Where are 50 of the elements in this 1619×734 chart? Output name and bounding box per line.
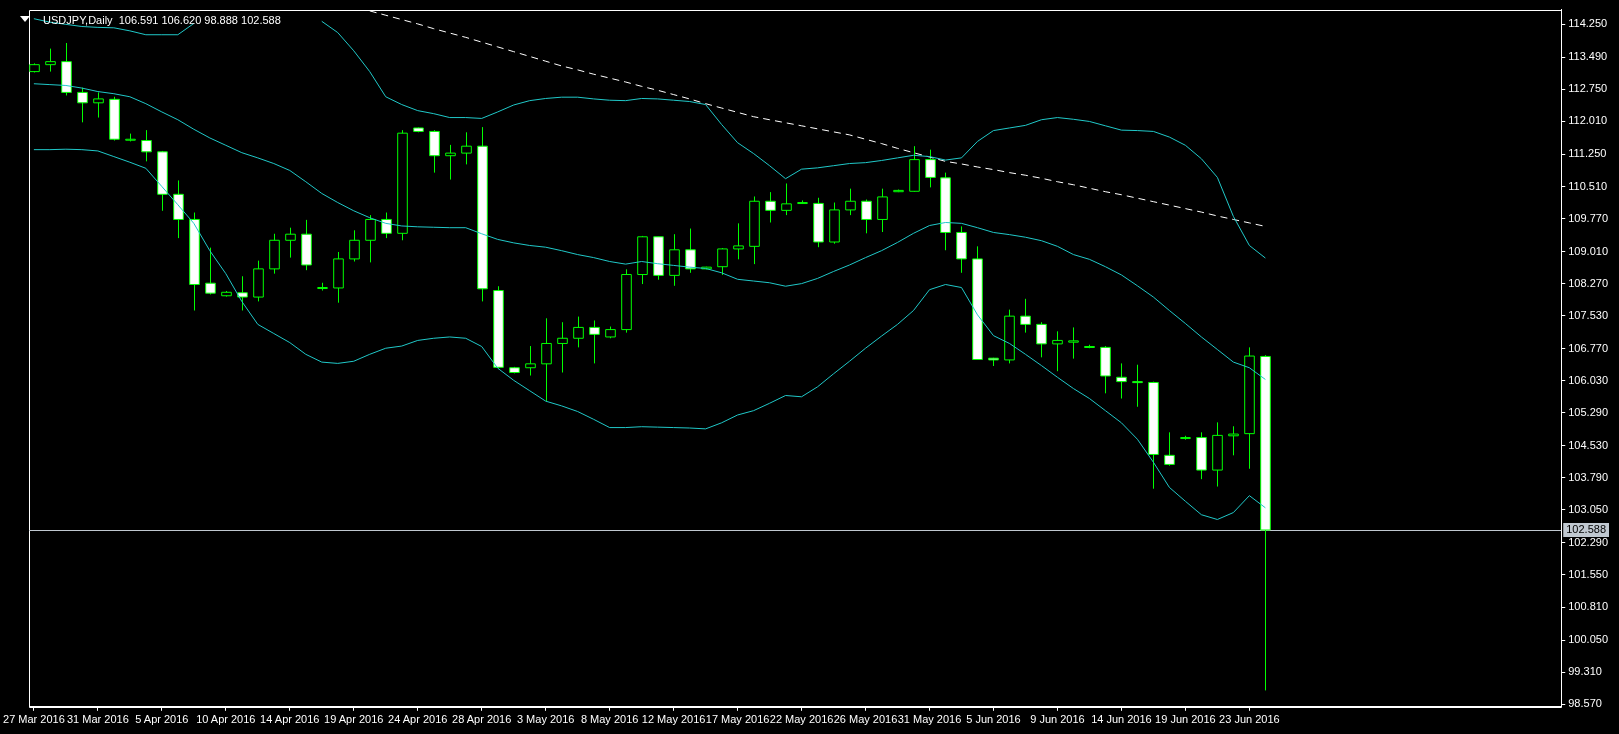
- x-tick-label: 26 May 2016: [833, 713, 898, 726]
- x-tick-label: 17 May 2016: [705, 713, 770, 726]
- x-tick-label: 19 Apr 2016: [324, 713, 384, 726]
- x-tick-label: 28 Apr 2016: [452, 713, 512, 726]
- y-tick-label: 106.030: [1568, 373, 1608, 386]
- x-tick-label: 23 Jun 2016: [1219, 713, 1280, 726]
- candlestick: [365, 214, 376, 263]
- x-tick-label: 8 May 2016: [580, 713, 639, 726]
- y-tick-label: 106.770: [1568, 341, 1608, 354]
- x-tick-label: 14 Apr 2016: [260, 713, 320, 726]
- y-tick-label: 99.310: [1568, 665, 1602, 678]
- y-tick-label: 109.010: [1568, 244, 1608, 257]
- y-tick-label: 107.530: [1568, 308, 1608, 321]
- y-tick-label: 103.790: [1568, 470, 1608, 483]
- x-tick-label: 10 Apr 2016: [196, 713, 256, 726]
- y-tick-label: 105.290: [1568, 405, 1608, 418]
- x-tick-label: 5 Apr 2016: [135, 713, 189, 726]
- y-tick-label: 113.490: [1568, 50, 1608, 63]
- y-tick-label: 111.250: [1568, 147, 1607, 160]
- y-tick-label: 114.250: [1568, 17, 1608, 30]
- candlestick: [925, 149, 936, 188]
- x-tick-label: 31 May 2016: [897, 713, 962, 726]
- x-tick-label: 12 May 2016: [641, 713, 706, 726]
- x-tick-label: 31 Mar 2016: [66, 713, 129, 726]
- y-tick-label: 108.270: [1568, 276, 1608, 289]
- candlestick: [1068, 326, 1079, 360]
- x-tick-label: 24 Apr 2016: [388, 713, 448, 726]
- x-tick-label: 22 May 2016: [769, 713, 834, 726]
- y-tick-label: 101.550: [1568, 568, 1608, 581]
- y-tick-label: 103.050: [1568, 502, 1608, 515]
- x-tick-label: 19 Jun 2016: [1155, 713, 1216, 726]
- chart-title: USDJPY,Daily 106.591 106.620 98.888 102.588: [43, 13, 281, 26]
- x-tick-label: 3 May 2016: [516, 713, 575, 726]
- y-tick-label: 110.510: [1568, 179, 1608, 192]
- y-tick-label: 100.050: [1568, 633, 1608, 646]
- y-tick-label: 109.770: [1568, 211, 1608, 224]
- candlestick: [237, 275, 248, 312]
- y-tick-label: 98.570: [1568, 697, 1602, 710]
- x-tick-label: 5 Jun 2016: [966, 713, 1021, 726]
- y-tick-label: 104.530: [1568, 438, 1608, 451]
- y-tick-label: 100.810: [1568, 600, 1608, 613]
- x-tick-label: 27 Mar 2016: [3, 713, 65, 726]
- candlestick: [877, 188, 888, 233]
- candlestick: [781, 182, 792, 216]
- y-tick-label: 112.010: [1568, 114, 1608, 127]
- y-tick-label: 102.290: [1568, 535, 1608, 548]
- x-tick-label: 9 Jun 2016: [1030, 713, 1085, 726]
- ref-line-label: 102.588: [1566, 523, 1606, 536]
- x-tick-label: 14 Jun 2016: [1091, 713, 1152, 726]
- y-tick-label: 112.750: [1568, 82, 1608, 95]
